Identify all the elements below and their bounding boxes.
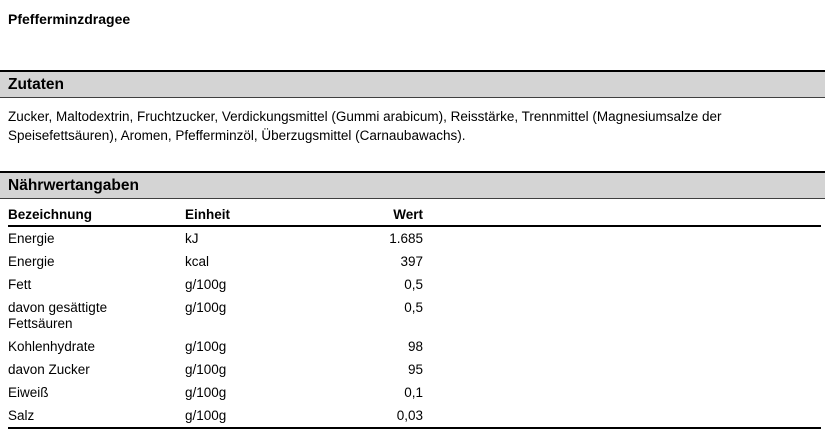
column-header-wert: Wert [355, 199, 423, 227]
table-row: Energie kcal 397 [8, 250, 821, 273]
page-title: Pfefferminzdragee [8, 11, 131, 27]
cell-name: Fett [8, 277, 32, 292]
cell-value: 1.685 [389, 231, 423, 246]
cell-value: 397 [400, 254, 423, 269]
cell-name: Energie [8, 254, 55, 269]
cell-unit: kcal [185, 254, 210, 269]
column-header-einheit: Einheit [185, 199, 355, 227]
ingredients-section-header: Zutaten [0, 70, 825, 98]
cell-name: Eiweiß [8, 385, 49, 400]
cell-unit: g/100g [185, 362, 227, 377]
cell-filler [423, 250, 821, 273]
column-header-filler [423, 199, 821, 227]
cell-unit: g/100g [185, 277, 227, 292]
table-row: davon Zucker g/100g 95 [8, 358, 821, 381]
cell-value: 0,1 [404, 385, 423, 400]
table-row: Eiweiß g/100g 0,1 [8, 381, 821, 404]
nutrition-table: Bezeichnung Einheit Wert Energie kJ 1.68… [8, 199, 821, 429]
cell-value: 95 [407, 362, 423, 377]
cell-value: 0,03 [355, 404, 423, 429]
cell-value: 98 [407, 339, 423, 354]
table-header-row: Bezeichnung Einheit Wert [8, 199, 821, 227]
nutrition-section-header: Nährwertangaben [0, 171, 825, 199]
cell-unit: g/100g [185, 300, 227, 315]
cell-unit: g/100g [185, 404, 355, 429]
cell-filler [423, 358, 821, 381]
cell-unit: g/100g [185, 385, 227, 400]
cell-value: 0,5 [404, 300, 423, 315]
cell-filler [423, 296, 821, 335]
cell-unit: kJ [185, 231, 199, 246]
cell-filler [423, 273, 821, 296]
cell-filler [423, 335, 821, 358]
cell-filler [423, 404, 821, 429]
cell-value: 0,5 [404, 277, 423, 292]
cell-name: Salz [8, 408, 35, 423]
table-row: Fett g/100g 0,5 [8, 273, 821, 296]
column-header-bezeichnung: Bezeichnung [8, 199, 185, 227]
cell-name: davon gesättigte Fettsäuren [8, 300, 108, 331]
cell-name: Energie [8, 231, 55, 246]
cell-name: davon Zucker [8, 362, 90, 377]
ingredients-text: Zucker, Maltodextrin, Fruchtzucker, Verd… [8, 109, 722, 143]
cell-filler [423, 226, 821, 250]
cell-name: Kohlenhydrate [8, 339, 96, 354]
table-row: Energie kJ 1.685 [8, 226, 821, 250]
cell-unit: g/100g [185, 339, 227, 354]
table-row: davon gesättigte Fettsäuren g/100g 0,5 [8, 296, 821, 335]
table-row: Kohlenhydrate g/100g 98 [8, 335, 821, 358]
cell-filler [423, 381, 821, 404]
table-row: Salz g/100g 0,03 [8, 404, 821, 429]
